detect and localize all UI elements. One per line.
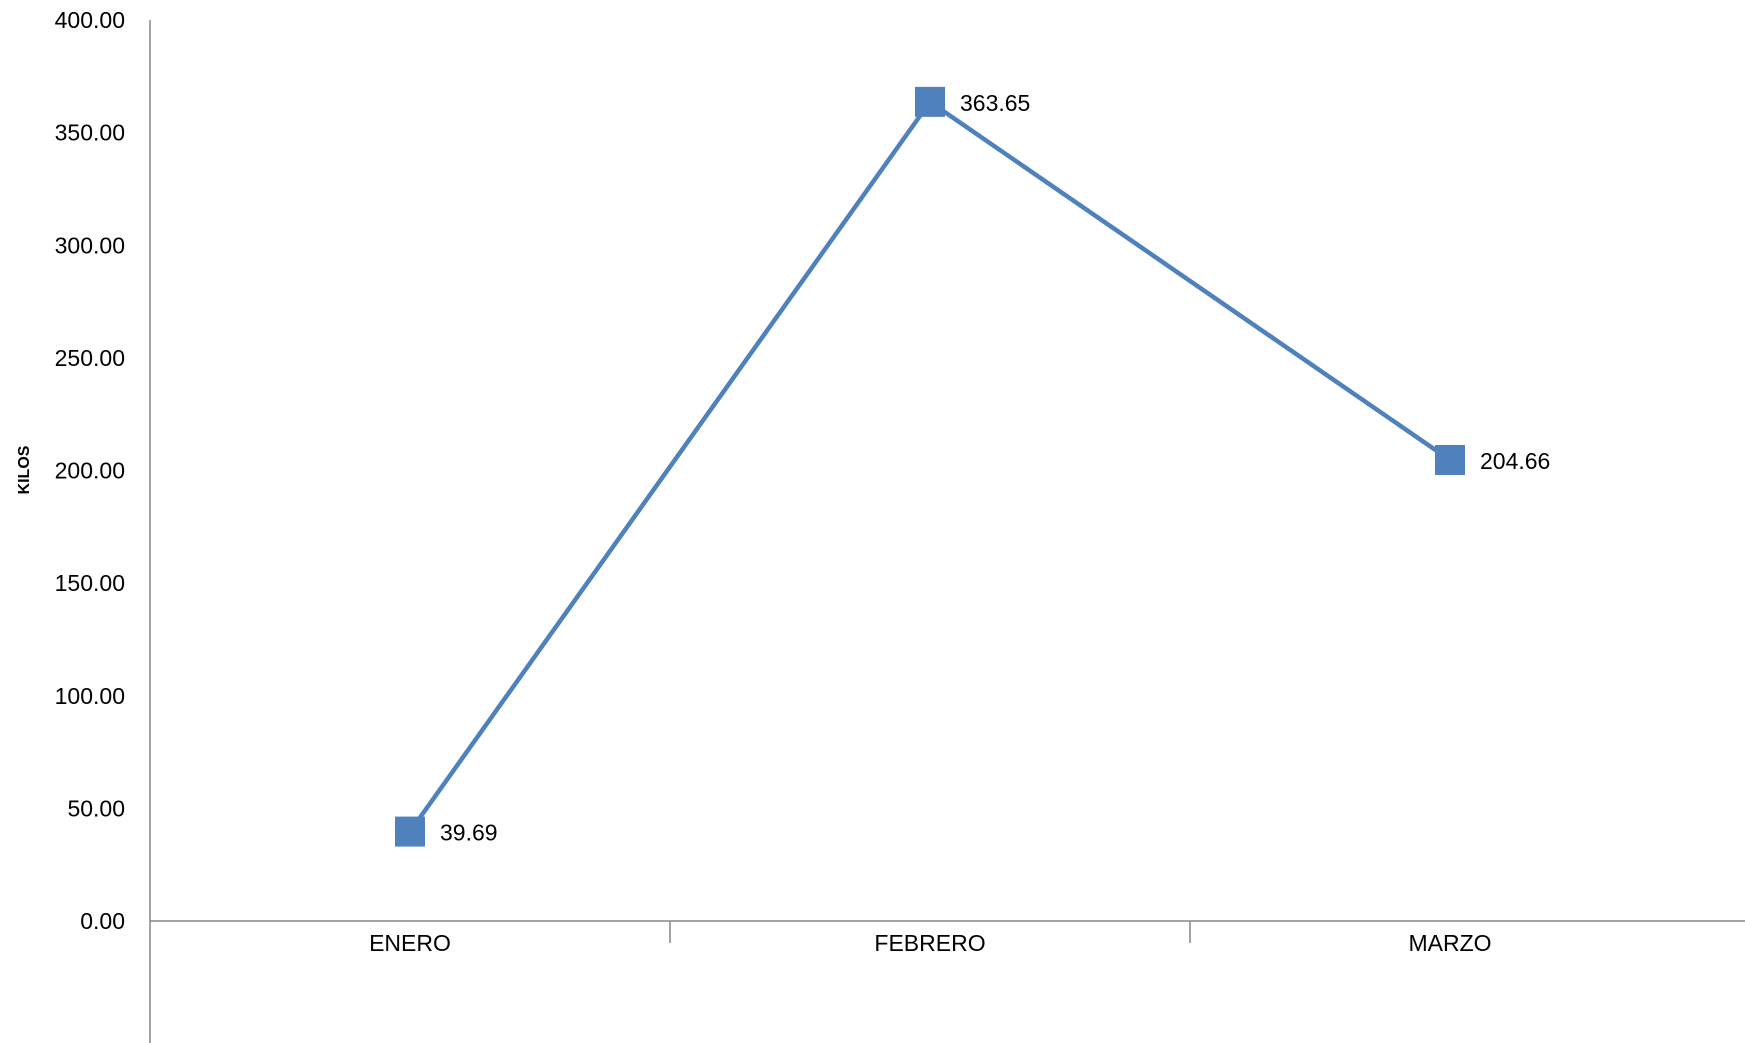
data-series: 39.69 363.65 204.66: [395, 86, 1550, 847]
x-tick-labels: ENERO FEBRERO MARZO: [369, 930, 1491, 956]
data-label: 39.69: [440, 820, 498, 846]
y-tick-label: 100.00: [55, 683, 125, 709]
series-line: [408, 99, 1452, 833]
y-tick-label: 400.00: [55, 7, 125, 33]
data-point-marker: [1435, 445, 1465, 476]
x-tick-label: ENERO: [369, 930, 451, 956]
x-tick-marks: [669, 921, 1191, 943]
y-tick-label: 150.00: [55, 570, 125, 596]
data-label: 204.66: [1480, 448, 1550, 474]
data-label: 363.65: [960, 90, 1030, 116]
x-tick-label: FEBRERO: [874, 930, 985, 956]
x-axis: ENERO FEBRERO MARZO: [150, 920, 1745, 956]
y-tick-label: 300.00: [55, 232, 125, 258]
y-tick-label: 250.00: [55, 345, 125, 371]
y-tick-label: 0.00: [80, 908, 125, 934]
x-tick-label: MARZO: [1408, 930, 1491, 956]
y-axis: 0.00 50.00 100.00 150.00 200.00 250.00 300.00 3…: [16, 7, 151, 1043]
y-tick-label: 50.00: [67, 795, 125, 821]
y-tick-labels: 0.00 50.00 100.00 150.00 200.00 250.00 300.00 3…: [55, 7, 125, 934]
y-tick-label: 200.00: [55, 458, 125, 484]
data-point-marker: [395, 816, 425, 847]
data-point-marker: [915, 86, 945, 117]
y-tick-label: 350.00: [55, 120, 125, 146]
y-axis-title: KILOS: [16, 445, 33, 494]
